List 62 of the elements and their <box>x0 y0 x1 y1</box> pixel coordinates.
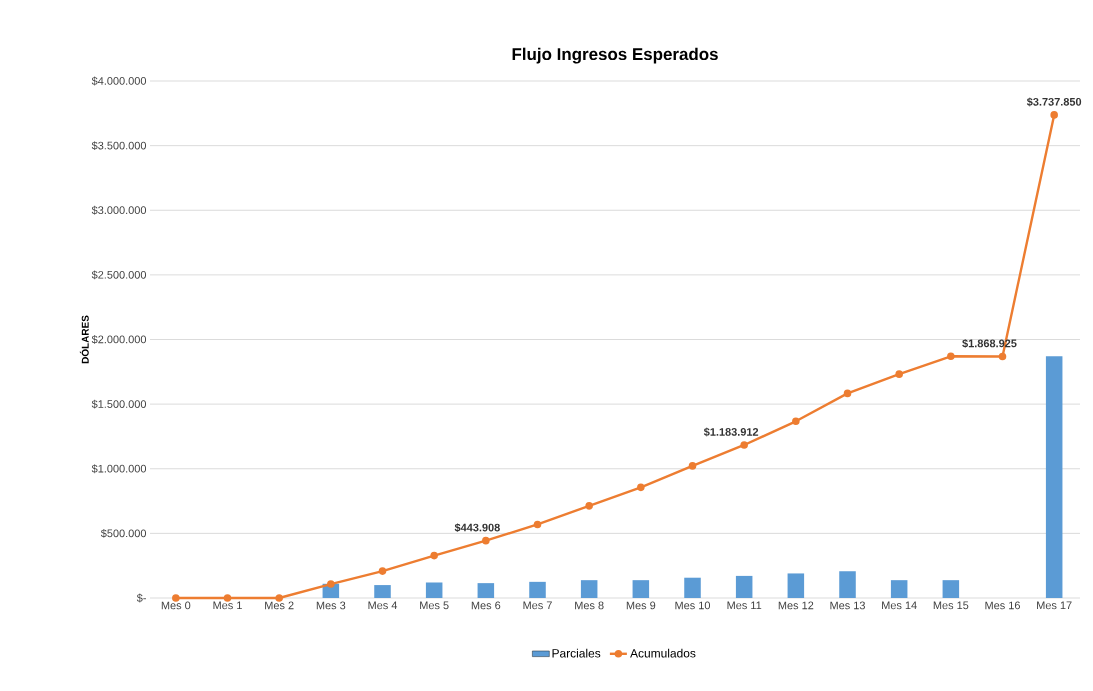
point <box>998 352 1007 361</box>
y-tick-label: $2.000.000 <box>91 335 147 344</box>
bar <box>839 571 856 598</box>
data-label: $1.183.912 <box>703 427 759 437</box>
x-tick-label: Mes 8 <box>575 601 604 610</box>
x-tick-label: Mes 7 <box>523 601 552 610</box>
bar <box>425 582 443 598</box>
data-label: $443.908 <box>454 523 500 533</box>
bar <box>632 580 650 598</box>
legend-label: Parciales <box>552 648 601 658</box>
data-label: $3.737.850 <box>1026 97 1082 107</box>
x-tick-label: Mes 14 <box>882 601 917 610</box>
x-tick-label: Mes 6 <box>471 601 501 610</box>
bar <box>890 580 908 598</box>
y-tick-label: $4.000.000 <box>91 76 147 86</box>
x-tick-label: Mes 12 <box>778 601 814 610</box>
point <box>1050 111 1058 119</box>
bar <box>787 573 805 598</box>
legend-label: Acumulados <box>630 648 696 658</box>
y-tick-label: $2.500.000 <box>91 270 147 280</box>
y-tick-label: $1.500.000 <box>91 399 147 409</box>
x-tick-label: Mes 15 <box>933 601 969 610</box>
bar <box>942 580 960 598</box>
x-tick-label: Mes 10 <box>675 601 711 610</box>
point <box>843 389 852 398</box>
point <box>688 462 697 470</box>
y-tick-label: $- <box>136 593 146 603</box>
x-tick-label: Mes 0 <box>161 601 191 610</box>
chart-title: Flujo Ingresos Esperados <box>512 47 718 64</box>
x-tick-label: Mes 4 <box>368 601 398 610</box>
y-tick-label: $500.000 <box>100 528 147 538</box>
point <box>585 502 593 510</box>
bar <box>684 577 701 598</box>
y-tick-label: $3.000.000 <box>91 205 147 215</box>
point <box>430 551 438 560</box>
x-tick-label: Mes 2 <box>265 601 294 610</box>
y-tick-label: $3.500.000 <box>91 141 147 151</box>
bar <box>477 583 495 598</box>
bar <box>580 580 598 598</box>
point <box>792 417 800 426</box>
bar <box>529 581 546 598</box>
x-tick-label: Mes 9 <box>626 601 656 610</box>
x-tick-label: Mes 16 <box>985 601 1020 610</box>
x-tick-label: Mes 1 <box>213 601 242 610</box>
point <box>482 536 490 545</box>
x-tick-label: Mes 11 <box>727 601 762 610</box>
point <box>637 483 645 492</box>
point <box>378 567 387 575</box>
point <box>947 352 955 361</box>
point <box>533 520 542 529</box>
y-axis-title: DÓLARES <box>79 315 89 364</box>
point <box>327 580 335 588</box>
x-tick-label: Mes 13 <box>830 601 865 610</box>
bar <box>1045 356 1063 598</box>
x-tick-label: Mes 5 <box>420 601 449 610</box>
y-tick-label: $1.000.000 <box>91 464 147 474</box>
point <box>740 441 748 449</box>
bar <box>374 585 391 598</box>
x-tick-label: Mes 17 <box>1037 601 1072 610</box>
bar <box>735 575 753 598</box>
point <box>895 370 903 378</box>
x-tick-label: Mes 3 <box>316 601 346 610</box>
